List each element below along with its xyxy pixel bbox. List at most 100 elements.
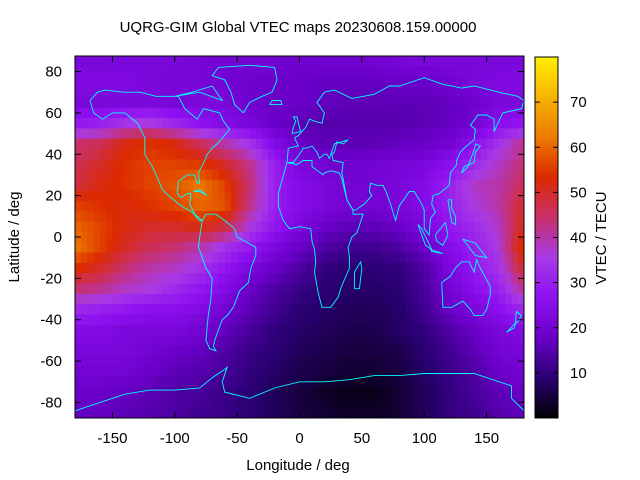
heatmap-cell xyxy=(380,407,388,418)
heatmap-cell xyxy=(199,200,207,212)
heatmap-cell xyxy=(467,87,475,98)
y-tick-label: -80 xyxy=(40,394,62,411)
heatmap-cell xyxy=(193,335,201,347)
heatmap-cell xyxy=(193,324,201,336)
heatmap-cell xyxy=(87,386,95,398)
heatmap-cell xyxy=(199,293,207,305)
heatmap-cell xyxy=(118,190,126,202)
heatmap-cell xyxy=(262,118,269,129)
heatmap-cell xyxy=(349,180,357,192)
heatmap-cell xyxy=(374,355,382,367)
heatmap-cell xyxy=(181,200,188,212)
heatmap-cell xyxy=(87,118,95,129)
heatmap-cell xyxy=(131,66,138,78)
heatmap-cell xyxy=(156,242,163,254)
heatmap-cell xyxy=(112,180,120,192)
heatmap-cell xyxy=(449,66,457,78)
heatmap-cell xyxy=(218,397,226,409)
heatmap-cell xyxy=(349,190,357,202)
heatmap-cell xyxy=(399,242,407,254)
heatmap-cell xyxy=(461,159,469,171)
heatmap-cell xyxy=(274,211,282,223)
heatmap-cell xyxy=(361,376,369,388)
heatmap-cell xyxy=(249,407,257,418)
heatmap-cell xyxy=(393,335,400,347)
heatmap-cell xyxy=(212,273,220,285)
heatmap-cell xyxy=(137,304,145,316)
heatmap-cell xyxy=(474,252,481,264)
heatmap-cell xyxy=(486,252,494,264)
heatmap-cell xyxy=(386,386,394,398)
heatmap-cell xyxy=(349,366,357,378)
heatmap-cell xyxy=(474,211,481,223)
heatmap-cell xyxy=(449,386,457,398)
heatmap-cell xyxy=(474,221,481,233)
heatmap-cell xyxy=(449,200,457,212)
heatmap-cell xyxy=(81,76,89,88)
heatmap-cell xyxy=(405,76,413,88)
heatmap-cell xyxy=(430,76,438,88)
heatmap-cell xyxy=(455,221,463,233)
heatmap-cell xyxy=(149,314,157,326)
heatmap-cell xyxy=(486,293,494,305)
heatmap-cell xyxy=(455,283,463,295)
heatmap-cell xyxy=(305,345,313,357)
heatmap-cell xyxy=(393,252,400,264)
heatmap-cell xyxy=(386,355,394,367)
heatmap-cell xyxy=(492,283,500,295)
heatmap-cell xyxy=(318,355,326,367)
heatmap-cell xyxy=(75,97,82,109)
heatmap-cell xyxy=(162,211,170,223)
heatmap-cell xyxy=(274,221,282,233)
heatmap-cell xyxy=(480,335,488,347)
heatmap-cell xyxy=(143,314,151,326)
heatmap-cell xyxy=(93,283,101,295)
heatmap-cell xyxy=(399,293,407,305)
heatmap-cell xyxy=(417,66,425,78)
heatmap-cell xyxy=(368,376,375,388)
heatmap-cell xyxy=(467,335,475,347)
heatmap-cell xyxy=(374,56,382,67)
x-tick-label: 50 xyxy=(354,430,371,447)
heatmap-cell xyxy=(380,314,388,326)
heatmap-cell xyxy=(311,386,319,398)
heatmap-cell xyxy=(417,324,425,336)
heatmap-cell xyxy=(224,242,232,254)
heatmap-cell xyxy=(255,376,263,388)
heatmap-cell xyxy=(461,376,469,388)
heatmap-cell xyxy=(81,149,89,161)
heatmap-cell xyxy=(293,386,301,398)
heatmap-cell xyxy=(205,87,213,98)
heatmap-cell xyxy=(205,345,213,357)
heatmap-cell xyxy=(162,128,170,140)
heatmap-cell xyxy=(174,149,182,161)
heatmap-cell xyxy=(218,231,226,243)
heatmap-cell xyxy=(143,293,151,305)
heatmap-cell xyxy=(430,159,438,171)
heatmap-cell xyxy=(424,397,432,409)
heatmap-cell xyxy=(299,335,307,347)
heatmap-cell xyxy=(237,324,244,336)
heatmap-cell xyxy=(287,386,294,398)
heatmap-cell xyxy=(368,97,375,109)
heatmap-cell xyxy=(436,221,444,233)
heatmap-cell xyxy=(336,397,344,409)
heatmap-cell xyxy=(205,242,213,254)
heatmap-cell xyxy=(124,314,132,326)
heatmap-cell xyxy=(93,252,101,264)
heatmap-cell xyxy=(393,56,400,67)
heatmap-cell xyxy=(449,273,457,285)
heatmap-cell xyxy=(75,221,82,233)
heatmap-cell xyxy=(162,397,170,409)
heatmap-cell xyxy=(81,335,89,347)
heatmap-cell xyxy=(505,345,513,357)
colorbar-tick-label: 70 xyxy=(570,94,587,111)
heatmap-cell xyxy=(336,386,344,398)
heatmap-cell xyxy=(349,252,357,264)
heatmap-cell xyxy=(349,397,357,409)
heatmap-cell xyxy=(131,200,138,212)
heatmap-cell xyxy=(455,397,463,409)
heatmap-cell xyxy=(99,376,107,388)
heatmap-cell xyxy=(268,324,276,336)
heatmap-cell xyxy=(205,56,213,67)
